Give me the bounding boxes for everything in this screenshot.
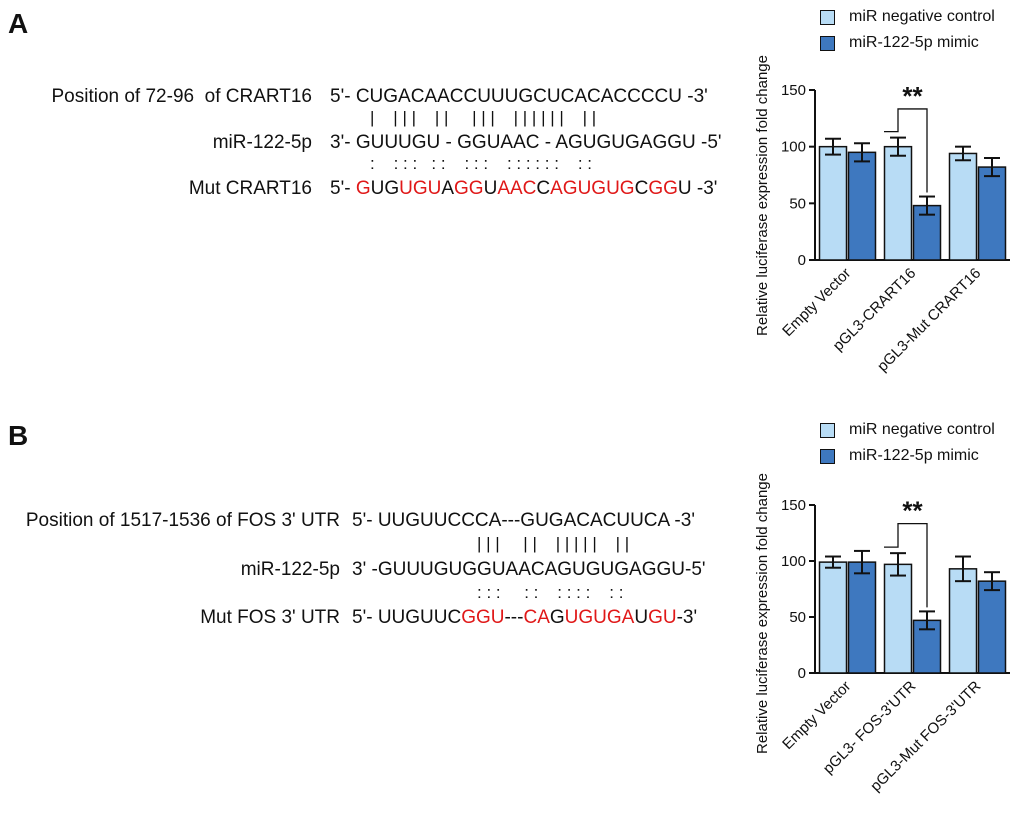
sequence-suffix: -5': [685, 559, 706, 580]
sequence-label: Position of 72-96 of CRART16: [51, 86, 312, 107]
significance-label: **: [902, 81, 923, 111]
legend-swatch: [820, 448, 835, 464]
y-tick-label: 50: [789, 195, 806, 212]
mutated-bases: AGUGUG: [550, 178, 635, 199]
mutated-bases: AAC: [497, 178, 537, 199]
y-tick-label: 100: [781, 553, 806, 570]
sequence-text: 3'- GUUUGU - GGUAAC - AGUGUGAGGU -5': [330, 132, 722, 154]
sequence-bases: GUUUGUGGUAACAGUGUGAGGU: [377, 559, 686, 580]
bar: [977, 166, 1007, 261]
base-pair-lines: | | | | | | | | | | | |: [477, 534, 630, 553]
sequence-text: 5'- CUGACAACCUUUGCUCACACCCCU -3': [330, 86, 708, 108]
sequence-prefix: 3' -: [352, 559, 378, 580]
y-axis-label-b: Relative luciferase expression fold chan…: [754, 473, 771, 754]
legend-item: miR negative control: [820, 4, 995, 30]
sequence-label: Mut CRART16: [188, 178, 312, 199]
y-tick-label: 150: [781, 497, 806, 514]
bar: [847, 151, 877, 261]
mutated-bases: UGUGA: [564, 607, 635, 628]
legend-b: miR negative control miR-122-5p mimic: [820, 417, 995, 469]
sequence-label: miR-122-5p: [240, 559, 340, 580]
sequence-suffix: -5': [695, 132, 722, 153]
legend-swatch: [820, 35, 835, 51]
bar: [883, 145, 913, 261]
sequence-bases: A: [441, 178, 455, 199]
legend-swatch: [820, 422, 835, 438]
bar: [977, 580, 1007, 674]
significance-bracket: [884, 522, 928, 608]
sequence-text: 5'- UUGUUCGGU---CAGUGUGAUGU-3': [352, 607, 697, 629]
sequence-bases: C: [634, 178, 649, 199]
legend-a: miR negative control miR-122-5p mimic: [820, 4, 995, 56]
legend-label: miR negative control: [849, 421, 995, 438]
sequence-bases: CUGACAACCUUUGCUCACACCCCU: [355, 86, 682, 107]
mutated-bases: GGU: [461, 607, 505, 628]
bar: [818, 145, 848, 261]
sequence-label: Position of 1517-1536 of FOS 3' UTR: [25, 510, 340, 531]
mutated-bases: GG: [648, 178, 678, 199]
bar: [948, 568, 978, 674]
panel-letter-b: B: [8, 420, 29, 451]
bar: [883, 563, 913, 674]
sequence-bases: C: [536, 178, 551, 199]
sequence-label: miR-122-5p: [212, 132, 312, 153]
x-tick-label: pGL3-Mut FOS-3'UTR: [867, 678, 984, 795]
legend-label: miR negative control: [849, 8, 995, 25]
sequence-text: 5'- UUGUUCCCA---GUGACACUUCA -3': [352, 510, 695, 532]
legend-item: miR negative control: [820, 417, 995, 443]
sequence-bases: UG: [370, 178, 400, 199]
mutated-bases: GG: [454, 178, 484, 199]
sequence-prefix: 3'-: [330, 132, 356, 153]
sequence-bases: ---: [504, 607, 524, 628]
panel-letter-a: A: [8, 8, 29, 39]
sequence-prefix: 5'-: [330, 178, 356, 199]
y-tick-label: 150: [781, 82, 806, 99]
y-tick-label: 50: [789, 609, 806, 626]
y-tick-label: 100: [781, 139, 806, 156]
sequence-bases: G: [549, 607, 565, 628]
bar: [948, 152, 978, 261]
sequence-bases: U: [483, 178, 498, 199]
y-tick-label: 0: [798, 665, 806, 682]
sequence-prefix: 5'-: [330, 86, 356, 107]
bar: [818, 561, 848, 674]
bar: [847, 561, 877, 674]
mutated-bases: UGU: [399, 178, 442, 199]
sequence-bases: U: [634, 607, 649, 628]
y-tick-label: 0: [798, 252, 806, 269]
sequence-suffix: -3': [682, 86, 708, 107]
mutated-bases: CA: [523, 607, 550, 628]
sequence-text: 5'- GUGUGUAGGUAACCAGUGUGCGGU -3': [330, 178, 717, 200]
sequence-bases: U: [677, 178, 692, 199]
sequence-text: 3' -GUUUGUGGUAACAGUGUGAGGU-5': [352, 559, 706, 581]
legend-label: miR-122-5p mimic: [849, 447, 979, 464]
mutated-bases: GU: [648, 607, 677, 628]
sequence-prefix: 5'-: [352, 607, 378, 628]
sequence-prefix: 5'-: [352, 510, 378, 531]
wobble-pair-dots: : : : : : : : : : : : : : : : : :: [370, 154, 592, 173]
legend-swatch: [820, 9, 835, 25]
mutated-bases: G: [355, 178, 371, 199]
sequence-suffix: -3': [691, 178, 718, 199]
y-axis-label-a: Relative luciferase expression fold chan…: [754, 55, 771, 336]
sequence-bases: GUUUGU - GGUAAC - AGUGUGAGGU: [355, 132, 696, 153]
sequence-bases: UUGUUC: [377, 607, 462, 628]
legend-label: miR-122-5p mimic: [849, 34, 979, 51]
wobble-pair-dots: : : : : : : : : : : :: [477, 583, 624, 602]
legend-item: miR-122-5p mimic: [820, 30, 995, 56]
sequence-bases: UUGUUCCCA---GUGACACUUCA: [377, 510, 670, 531]
sequence-suffix: -3': [669, 510, 695, 531]
sequence-label: Mut FOS 3' UTR: [200, 607, 340, 628]
base-pair-lines: | | | | | | | | | | | | | | | | |: [370, 108, 597, 127]
significance-bracket: [884, 108, 928, 193]
legend-item: miR-122-5p mimic: [820, 443, 995, 469]
significance-label: **: [902, 496, 923, 526]
sequence-bases: -3': [676, 607, 698, 628]
